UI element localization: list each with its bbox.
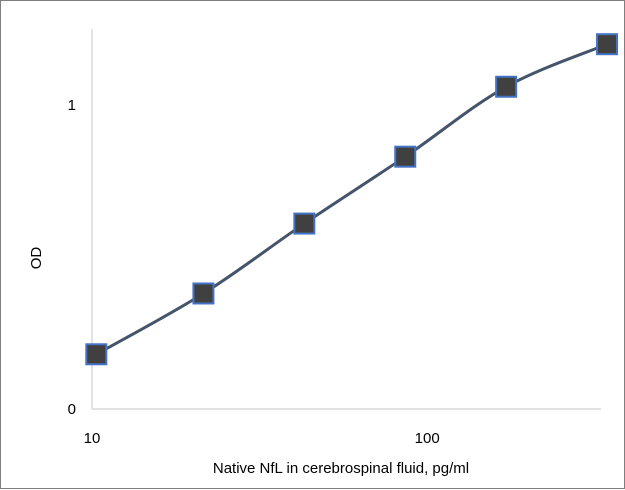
- data-point-marker: [495, 75, 518, 98]
- y-ticks: 01: [68, 97, 76, 418]
- y-tick-label: 0: [68, 401, 76, 418]
- series-line: [94, 42, 609, 356]
- data-point-marker: [394, 145, 417, 168]
- x-axis-title: Native NfL in cerebrospinal fluid, pg/ml: [213, 460, 469, 477]
- y-tick-label: 1: [68, 97, 76, 114]
- y-axis-title: OD: [28, 247, 45, 270]
- data-point-marker: [85, 343, 108, 366]
- x-tick-label: 100: [415, 430, 440, 447]
- x-ticks: 10 100: [84, 430, 440, 447]
- data-point-marker: [596, 33, 619, 56]
- data-point-marker: [192, 282, 215, 305]
- axes: [91, 29, 601, 410]
- data-point-marker: [293, 212, 316, 235]
- series-layer: [85, 33, 619, 366]
- x-tick-label: 10: [84, 430, 101, 447]
